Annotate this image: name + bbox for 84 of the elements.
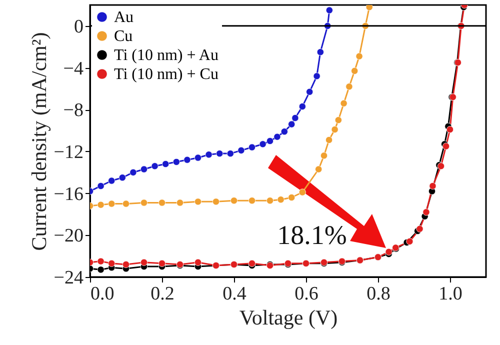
- point: [292, 114, 299, 122]
- point: [446, 126, 454, 134]
- x-tick-label: 0.0: [90, 284, 114, 304]
- x-tick-label: 0.4: [222, 284, 247, 304]
- point: [158, 199, 166, 206]
- point: [226, 150, 234, 158]
- y-tick-label: −4: [63, 58, 84, 80]
- point: [429, 182, 436, 190]
- point: [194, 198, 202, 206]
- point: [316, 48, 324, 56]
- x-tick-label: 0.8: [366, 284, 390, 304]
- point: [277, 196, 284, 204]
- y-tick-label: 0: [74, 16, 84, 38]
- point: [366, 5, 373, 11]
- point: [140, 199, 148, 206]
- annotation: 18.1%: [277, 220, 347, 250]
- point: [334, 116, 342, 124]
- point: [108, 177, 116, 184]
- point: [288, 120, 296, 128]
- point: [313, 72, 320, 80]
- point: [351, 67, 358, 74]
- point: [331, 126, 338, 134]
- point: [325, 136, 333, 144]
- legend-label: Au: [114, 9, 134, 26]
- y-tick-label: −24: [54, 268, 84, 288]
- x-tick-label: 0.6: [294, 284, 318, 304]
- point: [122, 200, 130, 208]
- x-tick-label: 1.0: [438, 284, 462, 304]
- point: [288, 194, 296, 202]
- point: [266, 137, 274, 145]
- point: [306, 88, 314, 96]
- point: [274, 133, 281, 140]
- y-tick-label: −8: [63, 100, 84, 122]
- point: [340, 100, 348, 107]
- point: [259, 140, 266, 148]
- point: [385, 248, 392, 256]
- point: [118, 174, 126, 182]
- point: [315, 166, 322, 173]
- point: [140, 166, 148, 173]
- point: [248, 260, 256, 267]
- legend-label: Ti (10 nm) + Au: [114, 47, 218, 64]
- point: [212, 198, 220, 206]
- point: [97, 182, 104, 190]
- y-tick-label: −16: [54, 184, 84, 205]
- point: [326, 6, 333, 14]
- y-axis-title: Current density (mA/cm²): [26, 32, 51, 251]
- point: [205, 151, 212, 158]
- point: [230, 197, 238, 204]
- point: [184, 156, 191, 164]
- legend-label: Ti (10 nm) + Cu: [114, 66, 218, 83]
- point: [194, 258, 202, 266]
- point: [248, 144, 256, 151]
- point: [130, 168, 137, 176]
- x-axis-title: Voltage (V): [239, 306, 338, 330]
- point: [97, 266, 104, 274]
- point: [108, 200, 116, 208]
- point: [406, 238, 414, 245]
- point: [158, 260, 166, 267]
- point: [266, 197, 274, 204]
- point: [416, 225, 424, 232]
- point: [97, 201, 104, 208]
- point: [122, 260, 130, 268]
- point: [97, 258, 104, 265]
- point: [176, 199, 184, 206]
- point: [298, 188, 306, 196]
- point: [422, 208, 430, 216]
- point: [172, 158, 180, 166]
- point: [346, 83, 353, 90]
- point: [194, 154, 202, 162]
- point: [151, 162, 158, 170]
- point: [238, 146, 245, 154]
- point: [216, 150, 224, 158]
- point: [320, 152, 328, 160]
- point: [108, 260, 116, 267]
- point: [298, 102, 306, 110]
- point: [280, 128, 288, 136]
- point: [140, 258, 148, 266]
- y-tick-label: −12: [54, 142, 84, 163]
- legend-label: Cu: [114, 28, 133, 45]
- point: [162, 160, 170, 168]
- point: [356, 52, 363, 60]
- point: [248, 197, 256, 204]
- x-tick-label: 0.2: [150, 284, 174, 304]
- y-tick-label: −20: [54, 226, 84, 247]
